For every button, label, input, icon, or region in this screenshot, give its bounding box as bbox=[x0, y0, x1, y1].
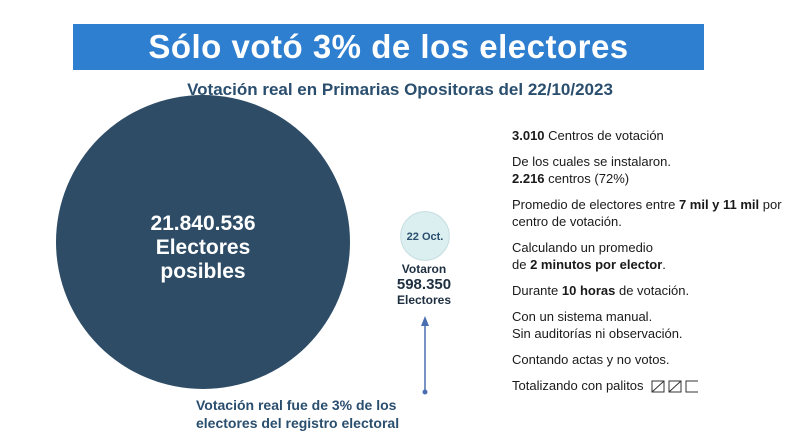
bubble-actual-voters bbox=[400, 211, 450, 261]
page-title: Sólo votó 3% de los electores bbox=[148, 28, 629, 65]
fact-installed: De los cuales se instalaron. 2.216 centr… bbox=[512, 154, 671, 186]
actual-voters-caption-3: Electores bbox=[397, 293, 451, 307]
actual-voters-caption-1: Votaron bbox=[402, 262, 446, 276]
fact-acts: Contando actas y no votos. bbox=[512, 352, 670, 367]
fact-minutes: Calculando un promedio de 2 minutos por … bbox=[512, 240, 666, 272]
bubble-possible-voters-label-1: Electores bbox=[156, 236, 251, 259]
bubble-possible-voters-value: 21.840.536 bbox=[150, 212, 255, 235]
actual-voters-value: 598.350 bbox=[397, 276, 451, 293]
tally-marks-icon bbox=[651, 380, 699, 393]
facts-list: 3.010 Centros de votación De los cuales … bbox=[512, 127, 792, 394]
fact-hours: Durante 10 horas de votación. bbox=[512, 283, 690, 298]
pointer-arrow-dot bbox=[422, 389, 428, 395]
fact-average: Promedio de electores entre 7 mil y 11 m… bbox=[512, 197, 782, 229]
conclusion-text: Votación real fue de 3% de los electores… bbox=[196, 397, 400, 431]
title-banner: Sólo votó 3% de los electores bbox=[73, 24, 704, 70]
bubble-possible-voters-label-2: posibles bbox=[160, 260, 245, 283]
subtitle: Votación real en Primarias Opositoras de… bbox=[187, 80, 613, 99]
fact-centers: 3.010 Centros de votación bbox=[512, 128, 664, 143]
pointer-arrow-head bbox=[421, 316, 429, 326]
fact-tally: Totalizando con palitos bbox=[512, 377, 792, 394]
fact-manual: Con un sistema manual. Sin auditorías ni… bbox=[512, 309, 683, 341]
bubble-actual-voters-date: 22 Oct. bbox=[407, 231, 444, 243]
bubble-possible-voters bbox=[56, 95, 350, 389]
